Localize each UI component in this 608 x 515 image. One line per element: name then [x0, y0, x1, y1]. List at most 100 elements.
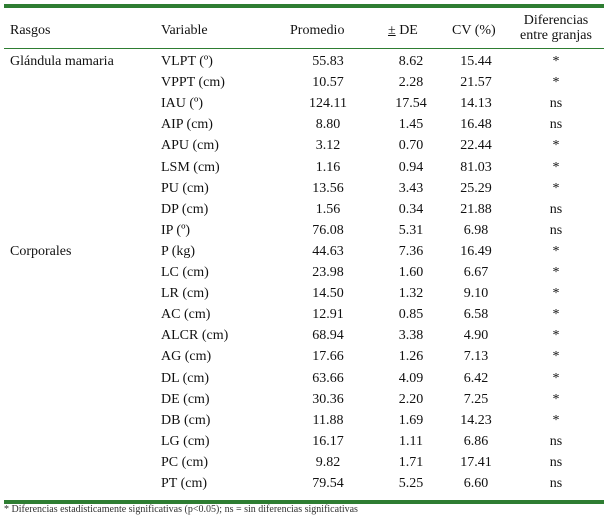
- variable-cell: P (kg): [161, 243, 196, 259]
- variable-cell: LSM (cm): [161, 159, 220, 175]
- cv-cell: 81.03: [460, 159, 492, 175]
- header-de: ± DE: [388, 23, 418, 38]
- table-row: LSM (cm) 1.16 0.94 81.03 *: [0, 157, 608, 178]
- promedio-cell: 14.50: [312, 286, 344, 302]
- promedio-cell: 12.91: [312, 307, 344, 323]
- table-row: AIP (cm) 8.80 1.45 16.48 ns: [0, 114, 608, 135]
- diferencias-cell: *: [552, 328, 560, 344]
- cv-cell: 6.67: [463, 265, 489, 280]
- variable-cell: LC (cm): [161, 265, 209, 280]
- promedio-cell: 17.66: [312, 349, 344, 365]
- promedio-cell: 1.56: [315, 201, 341, 217]
- cv-cell: 7.13: [463, 349, 489, 365]
- table-row: DB (cm) 11.88 1.69 14.23 *: [0, 410, 608, 431]
- header-cv: CV (%): [452, 23, 496, 38]
- table-bottom-rule: [4, 500, 604, 504]
- diferencias-cell: *: [552, 159, 560, 175]
- de-cell: 3.43: [398, 180, 424, 196]
- promedio-cell: 23.98: [312, 265, 344, 280]
- de-cell: 7.36: [398, 243, 424, 259]
- promedio-cell: 3.12: [315, 138, 341, 154]
- diferencias-cell: *: [552, 75, 560, 91]
- promedio-cell: 10.57: [312, 75, 344, 91]
- promedio-cell: 68.94: [312, 328, 344, 344]
- header-promedio: Promedio: [290, 23, 345, 38]
- header-rasgos: Rasgos: [10, 23, 51, 38]
- cv-cell: 6.86: [463, 433, 489, 449]
- cv-cell: 15.44: [460, 54, 492, 69]
- table-top-rule: [4, 4, 604, 8]
- diferencias-cell: *: [552, 138, 560, 154]
- diferencias-cell: *: [552, 54, 560, 69]
- variable-cell: DE (cm): [161, 391, 210, 407]
- cv-cell: 14.23: [460, 412, 492, 428]
- variable-cell: DP (cm): [161, 201, 209, 217]
- header-diferencias: Diferencias entre granjas: [508, 13, 604, 43]
- de-cell: 2.28: [398, 75, 424, 91]
- promedio-cell: 9.82: [315, 454, 341, 470]
- diferencias-cell: ns: [549, 201, 563, 217]
- header-separator-rule: [4, 48, 604, 49]
- diferencias-cell: ns: [549, 476, 563, 491]
- variable-cell: AC (cm): [161, 307, 211, 323]
- diferencias-cell: *: [552, 307, 560, 323]
- plus-minus-sign: ±: [388, 23, 396, 38]
- table-row: ALCR (cm) 68.94 3.38 4.90 *: [0, 325, 608, 346]
- de-cell: 1.32: [398, 286, 424, 302]
- de-cell: 0.34: [398, 201, 424, 217]
- cv-cell: 9.10: [463, 286, 489, 302]
- diferencias-cell: ns: [549, 454, 563, 470]
- table-row: Corporales P (kg) 44.63 7.36 16.49 *: [0, 241, 608, 262]
- variable-cell: DL (cm): [161, 370, 210, 386]
- diferencias-cell: *: [552, 391, 560, 407]
- cv-cell: 14.13: [460, 96, 492, 112]
- promedio-cell: 11.88: [312, 412, 344, 428]
- diferencias-cell: ns: [549, 117, 563, 133]
- table-row: PT (cm) 79.54 5.25 6.60 ns: [0, 473, 608, 494]
- variable-cell: AIP (cm): [161, 117, 213, 133]
- promedio-cell: 30.36: [312, 391, 344, 407]
- variable-cell: ALCR (cm): [161, 328, 229, 344]
- diferencias-cell: *: [552, 286, 560, 302]
- cv-cell: 16.48: [460, 117, 492, 133]
- table-row: AG (cm) 17.66 1.26 7.13 *: [0, 346, 608, 367]
- cv-cell: 6.58: [463, 307, 489, 323]
- table-row: IAU (º) 124.11 17.54 14.13 ns: [0, 93, 608, 114]
- table-row: LR (cm) 14.50 1.32 9.10 *: [0, 283, 608, 304]
- promedio-cell: 124.11: [309, 96, 347, 112]
- de-cell: 5.31: [398, 222, 424, 238]
- table-row: PU (cm) 13.56 3.43 25.29 *: [0, 178, 608, 199]
- variable-cell: DB (cm): [161, 412, 211, 428]
- table-footnote: * Diferencias estadísticamente significa…: [4, 504, 358, 515]
- table-row: Glándula mamaria VLPT (º) 55.83 8.62 15.44 *: [0, 51, 608, 72]
- cv-cell: 4.90: [463, 328, 489, 344]
- promedio-cell: 76.08: [312, 222, 344, 238]
- promedio-cell: 63.66: [312, 370, 344, 386]
- cv-cell: 7.25: [463, 391, 489, 407]
- header-diferencias-line1: Diferencias: [523, 13, 589, 28]
- diferencias-cell: ns: [549, 96, 563, 112]
- promedio-cell: 44.63: [312, 243, 344, 259]
- diferencias-cell: ns: [549, 433, 563, 449]
- variable-cell: IP (º): [161, 222, 191, 238]
- de-cell: 1.11: [399, 433, 423, 449]
- promedio-cell: 79.54: [312, 476, 344, 491]
- variable-cell: VLPT (º): [161, 54, 213, 69]
- de-cell: 1.69: [398, 412, 424, 428]
- variable-cell: IAU (º): [161, 96, 204, 112]
- table-row: DL (cm) 63.66 4.09 6.42 *: [0, 368, 608, 389]
- de-cell: 0.85: [398, 307, 424, 323]
- de-cell: 17.54: [395, 96, 427, 112]
- diferencias-cell: *: [552, 265, 560, 280]
- variable-cell: APU (cm): [161, 138, 219, 154]
- promedio-cell: 1.16: [315, 159, 341, 175]
- de-cell: 1.71: [398, 454, 424, 470]
- rasgo-cell: Corporales: [10, 243, 72, 259]
- header-de-label: DE: [395, 23, 418, 38]
- de-cell: 2.20: [398, 391, 424, 407]
- de-cell: 0.70: [398, 138, 424, 154]
- table-row: LG (cm) 16.17 1.11 6.86 ns: [0, 431, 608, 452]
- de-cell: 1.26: [398, 349, 424, 365]
- promedio-cell: 13.56: [312, 180, 344, 196]
- variable-cell: PC (cm): [161, 454, 209, 470]
